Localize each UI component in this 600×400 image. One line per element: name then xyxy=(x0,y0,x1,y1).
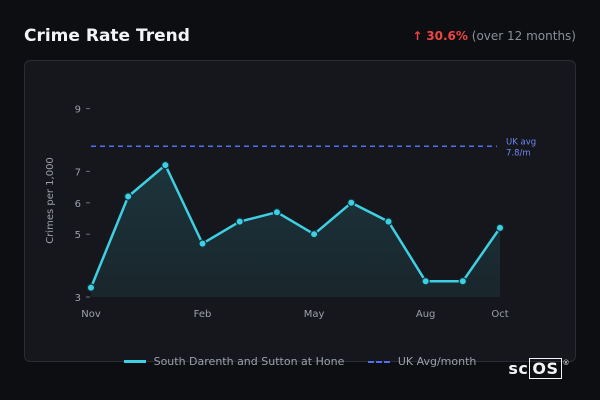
data-point xyxy=(347,198,356,207)
series-line xyxy=(89,163,502,289)
data-point xyxy=(161,160,170,170)
data-point xyxy=(272,208,282,217)
legend-label-average: UK Avg/month xyxy=(397,354,477,368)
legend-label-series: South Darenth and Sutton at Hone xyxy=(153,354,345,368)
x-tick-label: Nov xyxy=(81,309,101,320)
data-point xyxy=(384,217,393,226)
brand-logo-mark: ® xyxy=(562,359,570,367)
data-point xyxy=(123,192,133,201)
data-point xyxy=(309,229,319,239)
uk-average-label: UK avg xyxy=(506,137,536,147)
y-axis-title: Crimes per 1,000 xyxy=(45,157,56,244)
y-tick-label: 9 xyxy=(75,105,81,116)
data-point xyxy=(421,277,430,286)
series-area xyxy=(91,165,500,297)
x-tick-label: Aug xyxy=(416,309,436,320)
x-tick-label: May xyxy=(304,309,325,320)
legend-item-series[interactable]: South Darenth and Sutton at Hone xyxy=(123,354,345,368)
legend-swatch-series xyxy=(123,360,146,363)
data-point xyxy=(458,277,468,286)
y-tick-label: 7 xyxy=(75,167,81,178)
x-tick-label: Feb xyxy=(194,309,212,320)
chart-legend: South Darenth and Sutton at Hone UK Avg/… xyxy=(0,354,600,368)
change-percent: 30.6% xyxy=(426,29,468,43)
chart-card xyxy=(24,60,576,362)
x-tick-label: Oct xyxy=(491,309,508,320)
data-point xyxy=(198,239,207,248)
change-summary: ↑ 30.6% (over 12 months) xyxy=(412,29,576,43)
legend-item-average[interactable]: UK Avg/month xyxy=(367,354,477,368)
brand-logo: sc OS ® xyxy=(508,358,570,379)
uk-average-value-label: 7.8/m xyxy=(506,148,531,158)
data-point xyxy=(495,223,505,233)
brand-logo-prefix: sc xyxy=(508,359,529,378)
trend-up-icon: ↑ xyxy=(412,29,423,43)
page-title: Crime Rate Trend xyxy=(24,26,190,46)
y-tick-label: 6 xyxy=(75,199,81,210)
change-note: (over 12 months) xyxy=(471,29,576,43)
y-tick-label: 3 xyxy=(75,293,81,304)
data-point xyxy=(86,283,96,292)
brand-logo-boxed: OS xyxy=(529,358,562,379)
y-tick-label: 5 xyxy=(75,230,81,241)
legend-swatch-average xyxy=(367,360,390,363)
data-point xyxy=(235,217,244,226)
